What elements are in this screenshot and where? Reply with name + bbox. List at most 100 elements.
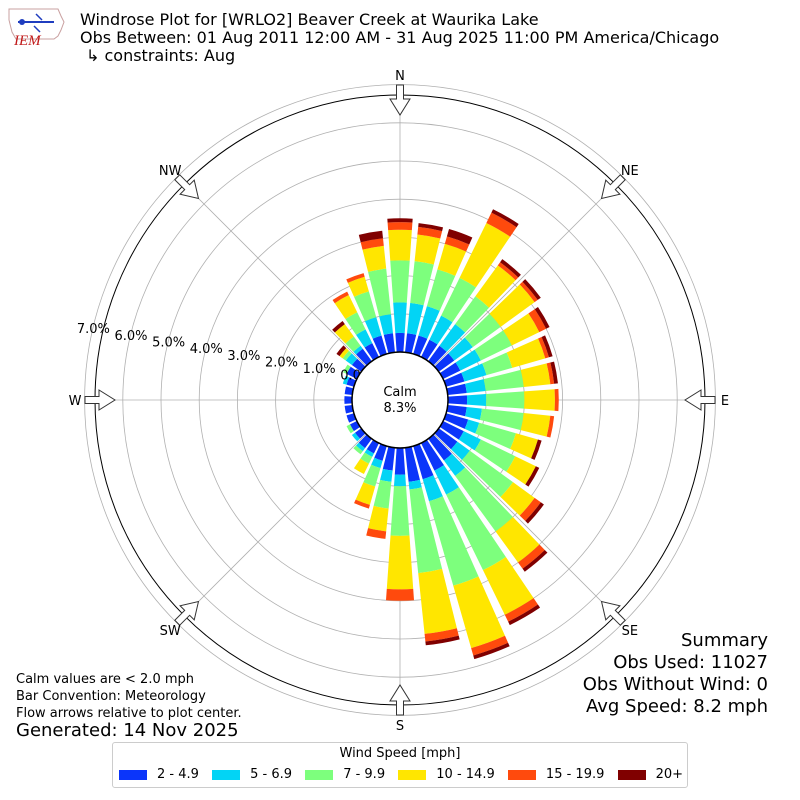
windrose-bar-segment: [519, 281, 538, 303]
legend-swatch: [212, 769, 241, 780]
windrose-bar-segment: [413, 335, 428, 357]
windrose-bar-segment: [495, 516, 540, 563]
windrose-bar-segment: [345, 336, 361, 352]
legend-label: 15 - 19.9: [545, 767, 605, 782]
windrose-bar-segment: [363, 464, 381, 487]
windrose-bar-segment: [417, 226, 443, 239]
windrose-bar-segment: [554, 388, 559, 412]
windrose-bar-segment: [455, 467, 513, 532]
windrose-bar-segment: [434, 428, 458, 450]
windrose-bar-segment: [428, 345, 447, 366]
calm-label: Calm: [383, 385, 416, 400]
windrose-bar-segment: [429, 496, 479, 586]
windrose-bar-segment: [395, 332, 405, 353]
flow-arrow-icon: [174, 174, 200, 200]
windrose-bar-segment: [390, 485, 410, 536]
windrose-bar-segment: [455, 296, 490, 333]
windrose-bar-segment: [360, 452, 373, 464]
windrose-bar-segment: [439, 362, 461, 379]
convention-note: Bar Convention: Meteorology: [16, 689, 206, 704]
windrose-bar-segment: [418, 223, 444, 232]
legend-title: Wind Speed [mph]: [339, 746, 461, 761]
windrose-bar-segment: [414, 234, 441, 265]
windrose-bar-segment: [489, 284, 535, 327]
windrose-bar-segment: [506, 456, 536, 485]
windrose-bar-segment: [486, 212, 517, 237]
windrose-bar-segment: [353, 345, 363, 355]
windrose-bar-segment: [424, 628, 459, 642]
legend-swatch: [507, 769, 536, 780]
windrose-bar-segment: [462, 450, 514, 498]
windrose-bar-segment: [500, 259, 521, 278]
windrose-bar-segment: [345, 312, 366, 335]
compass-label: NE: [621, 164, 639, 179]
calm-note: Calm values are < 2.0 mph: [16, 672, 195, 687]
flow-arrow-icon: [84, 389, 116, 411]
windrose-bar-segment: [524, 389, 555, 411]
windrose-bar-segment: [422, 475, 443, 502]
windrose-bar-segment: [346, 366, 361, 379]
legend-label: 7 - 9.9: [343, 767, 386, 782]
compass-label: SE: [622, 624, 638, 639]
windrose-bar-segment: [410, 261, 434, 306]
windrose-bar-segment: [446, 383, 467, 395]
windrose-bar-segment: [387, 218, 413, 223]
windrose-bar-segment: [390, 260, 410, 303]
windrose-bar-segment: [506, 338, 546, 368]
windrose-bar-segment: [475, 265, 516, 308]
summary-obs-without-wind: Obs Without Wind: 0: [582, 674, 768, 695]
windrose-bar-segment: [405, 446, 420, 482]
windrose-bar-segment: [351, 432, 360, 442]
windrose-bar-segment: [393, 302, 407, 334]
legend-item: 20+: [617, 767, 683, 782]
windrose-bar-segment: [503, 313, 540, 346]
legend-items: 2 - 4.9 5 - 6.9 7 - 9.9 10 - 14.9 15 - 19.9 2…: [119, 767, 683, 782]
windrose-bar-segment: [360, 238, 384, 250]
windrose-bar-segment: [354, 291, 377, 322]
windrose-bar-segment: [455, 349, 481, 371]
windrose-bar-segment: [334, 324, 354, 344]
windrose-bar-segment: [461, 363, 487, 382]
windrose-bar-segment: [466, 393, 487, 407]
windrose-bar-segment: [465, 407, 482, 420]
legend-item: 2 - 4.9: [119, 767, 199, 782]
windrose-bar-segment: [439, 421, 464, 440]
windrose-bar-segment: [409, 487, 443, 574]
windrose-bar-segment: [373, 479, 392, 509]
windrose-bar-segment: [525, 466, 540, 487]
windrose-bar-segment: [388, 229, 412, 261]
windrose-bar-segment: [464, 313, 501, 348]
windrose-bar-segment: [491, 209, 519, 228]
windrose-bar-segment: [393, 474, 407, 487]
windrose-bar-segment: [385, 588, 415, 601]
windrose-bar-segment: [451, 441, 470, 460]
windrose-bar-segment: [429, 315, 453, 345]
windrose-bar-segment: [405, 333, 417, 354]
windrose-bar-segment: [443, 413, 469, 429]
generated-date: Generated: 14 Nov 2025: [16, 720, 239, 741]
windrose-bar-segment: [364, 317, 382, 339]
flow-arrow-icon: [684, 389, 716, 411]
windrose-bar-segment: [453, 576, 505, 649]
compass-label: W: [69, 394, 82, 409]
windrose-bar-segment: [439, 324, 466, 352]
constraints-line: ↳ constraints: Aug: [86, 46, 236, 65]
windrose-bar-segment: [366, 439, 379, 454]
windrose-bar-segment: [342, 350, 352, 361]
windrose-bar-segment: [504, 598, 538, 622]
summary-title: Summary: [681, 630, 768, 651]
windrose-bar-segment: [383, 333, 395, 354]
windrose-bar-segment: [525, 502, 544, 524]
windrose-bar-segment: [372, 335, 387, 357]
windrose-bar-segment: [465, 379, 486, 393]
logo-text: IEM: [13, 33, 42, 49]
windrose-bar-segment: [447, 395, 468, 405]
flow-arrow-icon: [389, 84, 411, 116]
windrose-bar-segment: [371, 457, 383, 469]
windrose-bar-segment: [474, 330, 512, 361]
summary-avg-speed: Avg Speed: 8.2 mph: [586, 696, 768, 717]
windrose-bar-segment: [353, 458, 369, 475]
calm-circle: [351, 351, 449, 449]
windrose-bar-segment: [356, 329, 373, 348]
